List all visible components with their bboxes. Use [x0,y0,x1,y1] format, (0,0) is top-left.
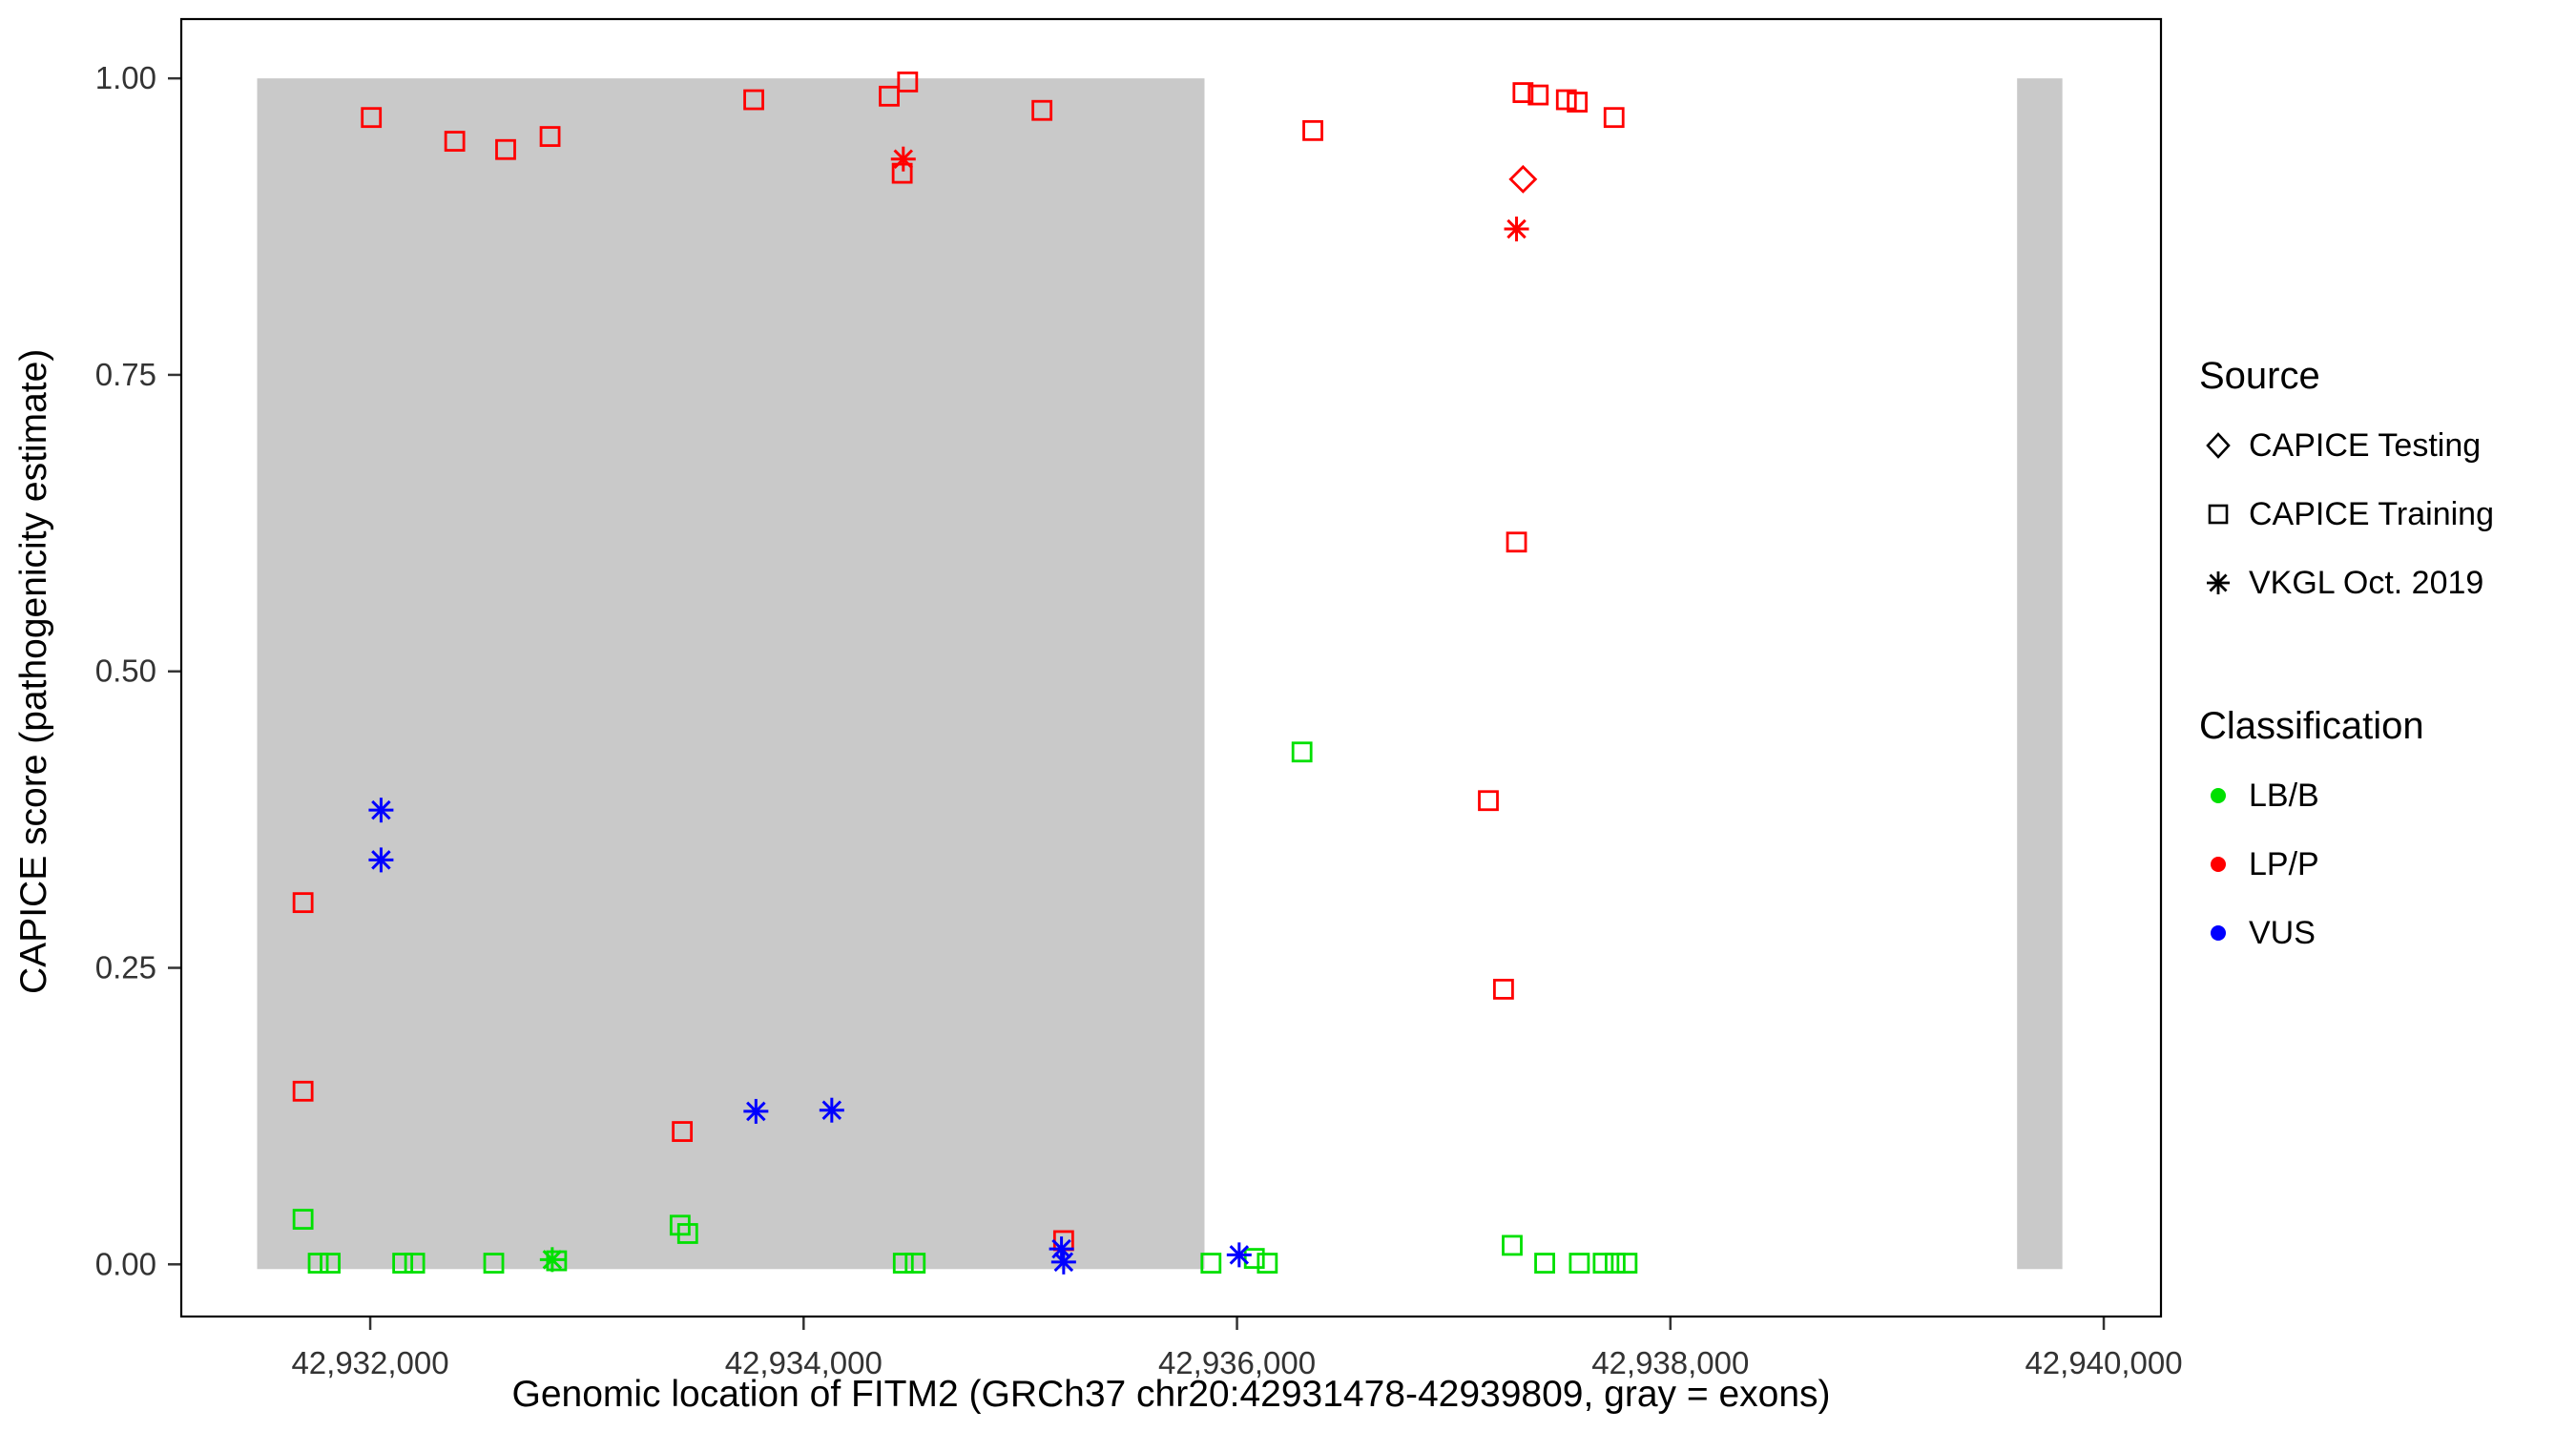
data-point [1291,741,1313,763]
legend-label-vus: VUS [2249,914,2316,951]
data-point [539,126,561,147]
green-dot-icon [2211,788,2226,803]
data-point [292,1209,314,1230]
data-point [1502,1234,1523,1256]
data-point [320,1253,341,1274]
x-axis-title: Genomic location of FITM2 (GRCh37 chr20:… [511,1374,1831,1415]
y-tick-label: 0.50 [95,653,156,689]
data-point [307,1253,329,1274]
legend-label-lbb: LB/B [2249,777,2319,814]
legend-classification-group: Classification LB/B LP/P VUS [2199,705,2494,967]
data-point [819,1097,844,1123]
data-point [1226,1242,1252,1268]
data-point [897,71,919,93]
data-point [1493,978,1514,1000]
legend-item-lbb: LB/B [2199,761,2494,830]
data-point [1512,82,1534,103]
diamond-icon [2206,432,2231,459]
x-tick-label: 42,934,000 [725,1345,883,1380]
data-point [1031,99,1053,121]
data-point [1508,164,1538,194]
legend-classification-title: Classification [2199,705,2424,747]
data-point [1527,84,1549,106]
x-tick-label: 42,940,000 [2025,1345,2182,1380]
data-point [539,1247,565,1273]
data-point [1592,1253,1614,1274]
blue-dot-icon [2211,925,2226,941]
square-icon [2208,504,2229,525]
data-point [292,892,314,914]
data-point [1604,1253,1626,1274]
legend-label-lpp: LP/P [2249,845,2319,882]
data-point [1049,1236,1074,1262]
data-point [483,1253,505,1274]
data-point [676,1223,698,1244]
exon-region [257,78,1205,1270]
data-point [368,847,394,873]
data-point [890,146,916,172]
data-point [361,107,383,129]
data-point [1200,1253,1222,1274]
data-point [1534,1253,1555,1274]
data-point [1616,1253,1638,1274]
data-point [1568,1253,1590,1274]
legend-item-lpp: LP/P [2199,830,2494,899]
legend-label-vkgl: VKGL Oct. 2019 [2249,564,2484,601]
red-dot-icon [2211,857,2226,872]
data-point [904,1253,926,1274]
data-point [1555,89,1577,111]
x-tick-label: 42,938,000 [1591,1345,1749,1380]
exon-region [2017,78,2063,1270]
y-tick-label: 0.75 [95,357,156,392]
data-point [1506,531,1527,553]
y-tick-label: 0.00 [95,1246,156,1281]
data-point [1257,1253,1278,1274]
data-point [1302,119,1323,141]
data-point [1504,217,1529,242]
x-tick-label: 42,936,000 [1158,1345,1316,1380]
legend-label-capice-testing: CAPICE Testing [2249,426,2482,464]
panel-border [179,17,2163,1318]
data-point [392,1253,414,1274]
data-point [1243,1248,1265,1269]
y-tick-label: 0.25 [95,950,156,985]
data-point [743,89,764,111]
y-axis-title: CAPICE score (pathogenicity estimate) [13,348,54,994]
data-point [495,138,516,160]
y-tick-label: 1.00 [95,60,156,95]
legend-item-vkgl: VKGL Oct. 2019 [2199,549,2494,617]
legend-source-title: Source [2199,355,2320,397]
data-point [292,1080,314,1102]
legend-item-vus: VUS [2199,899,2494,967]
legend-item-capice-training: CAPICE Training [2199,480,2494,549]
data-point [892,1253,914,1274]
data-point [1603,107,1625,129]
data-point [1567,92,1589,113]
data-point [1050,1249,1076,1275]
data-point [1478,790,1499,812]
data-point [879,85,900,107]
data-point [743,1098,769,1124]
data-point [368,798,394,823]
legend-label-capice-training: CAPICE Training [2249,495,2494,532]
x-tick-label: 42,932,000 [291,1345,448,1380]
data-point [672,1121,694,1142]
data-point [404,1253,426,1274]
asterisk-icon [2207,571,2230,594]
legend: Source CAPICE Testing CAPICE Training [2199,355,2494,967]
data-point [444,131,466,152]
legend-item-capice-testing: CAPICE Testing [2199,411,2494,480]
legend-source-group: Source CAPICE Testing CAPICE Training [2199,355,2494,617]
